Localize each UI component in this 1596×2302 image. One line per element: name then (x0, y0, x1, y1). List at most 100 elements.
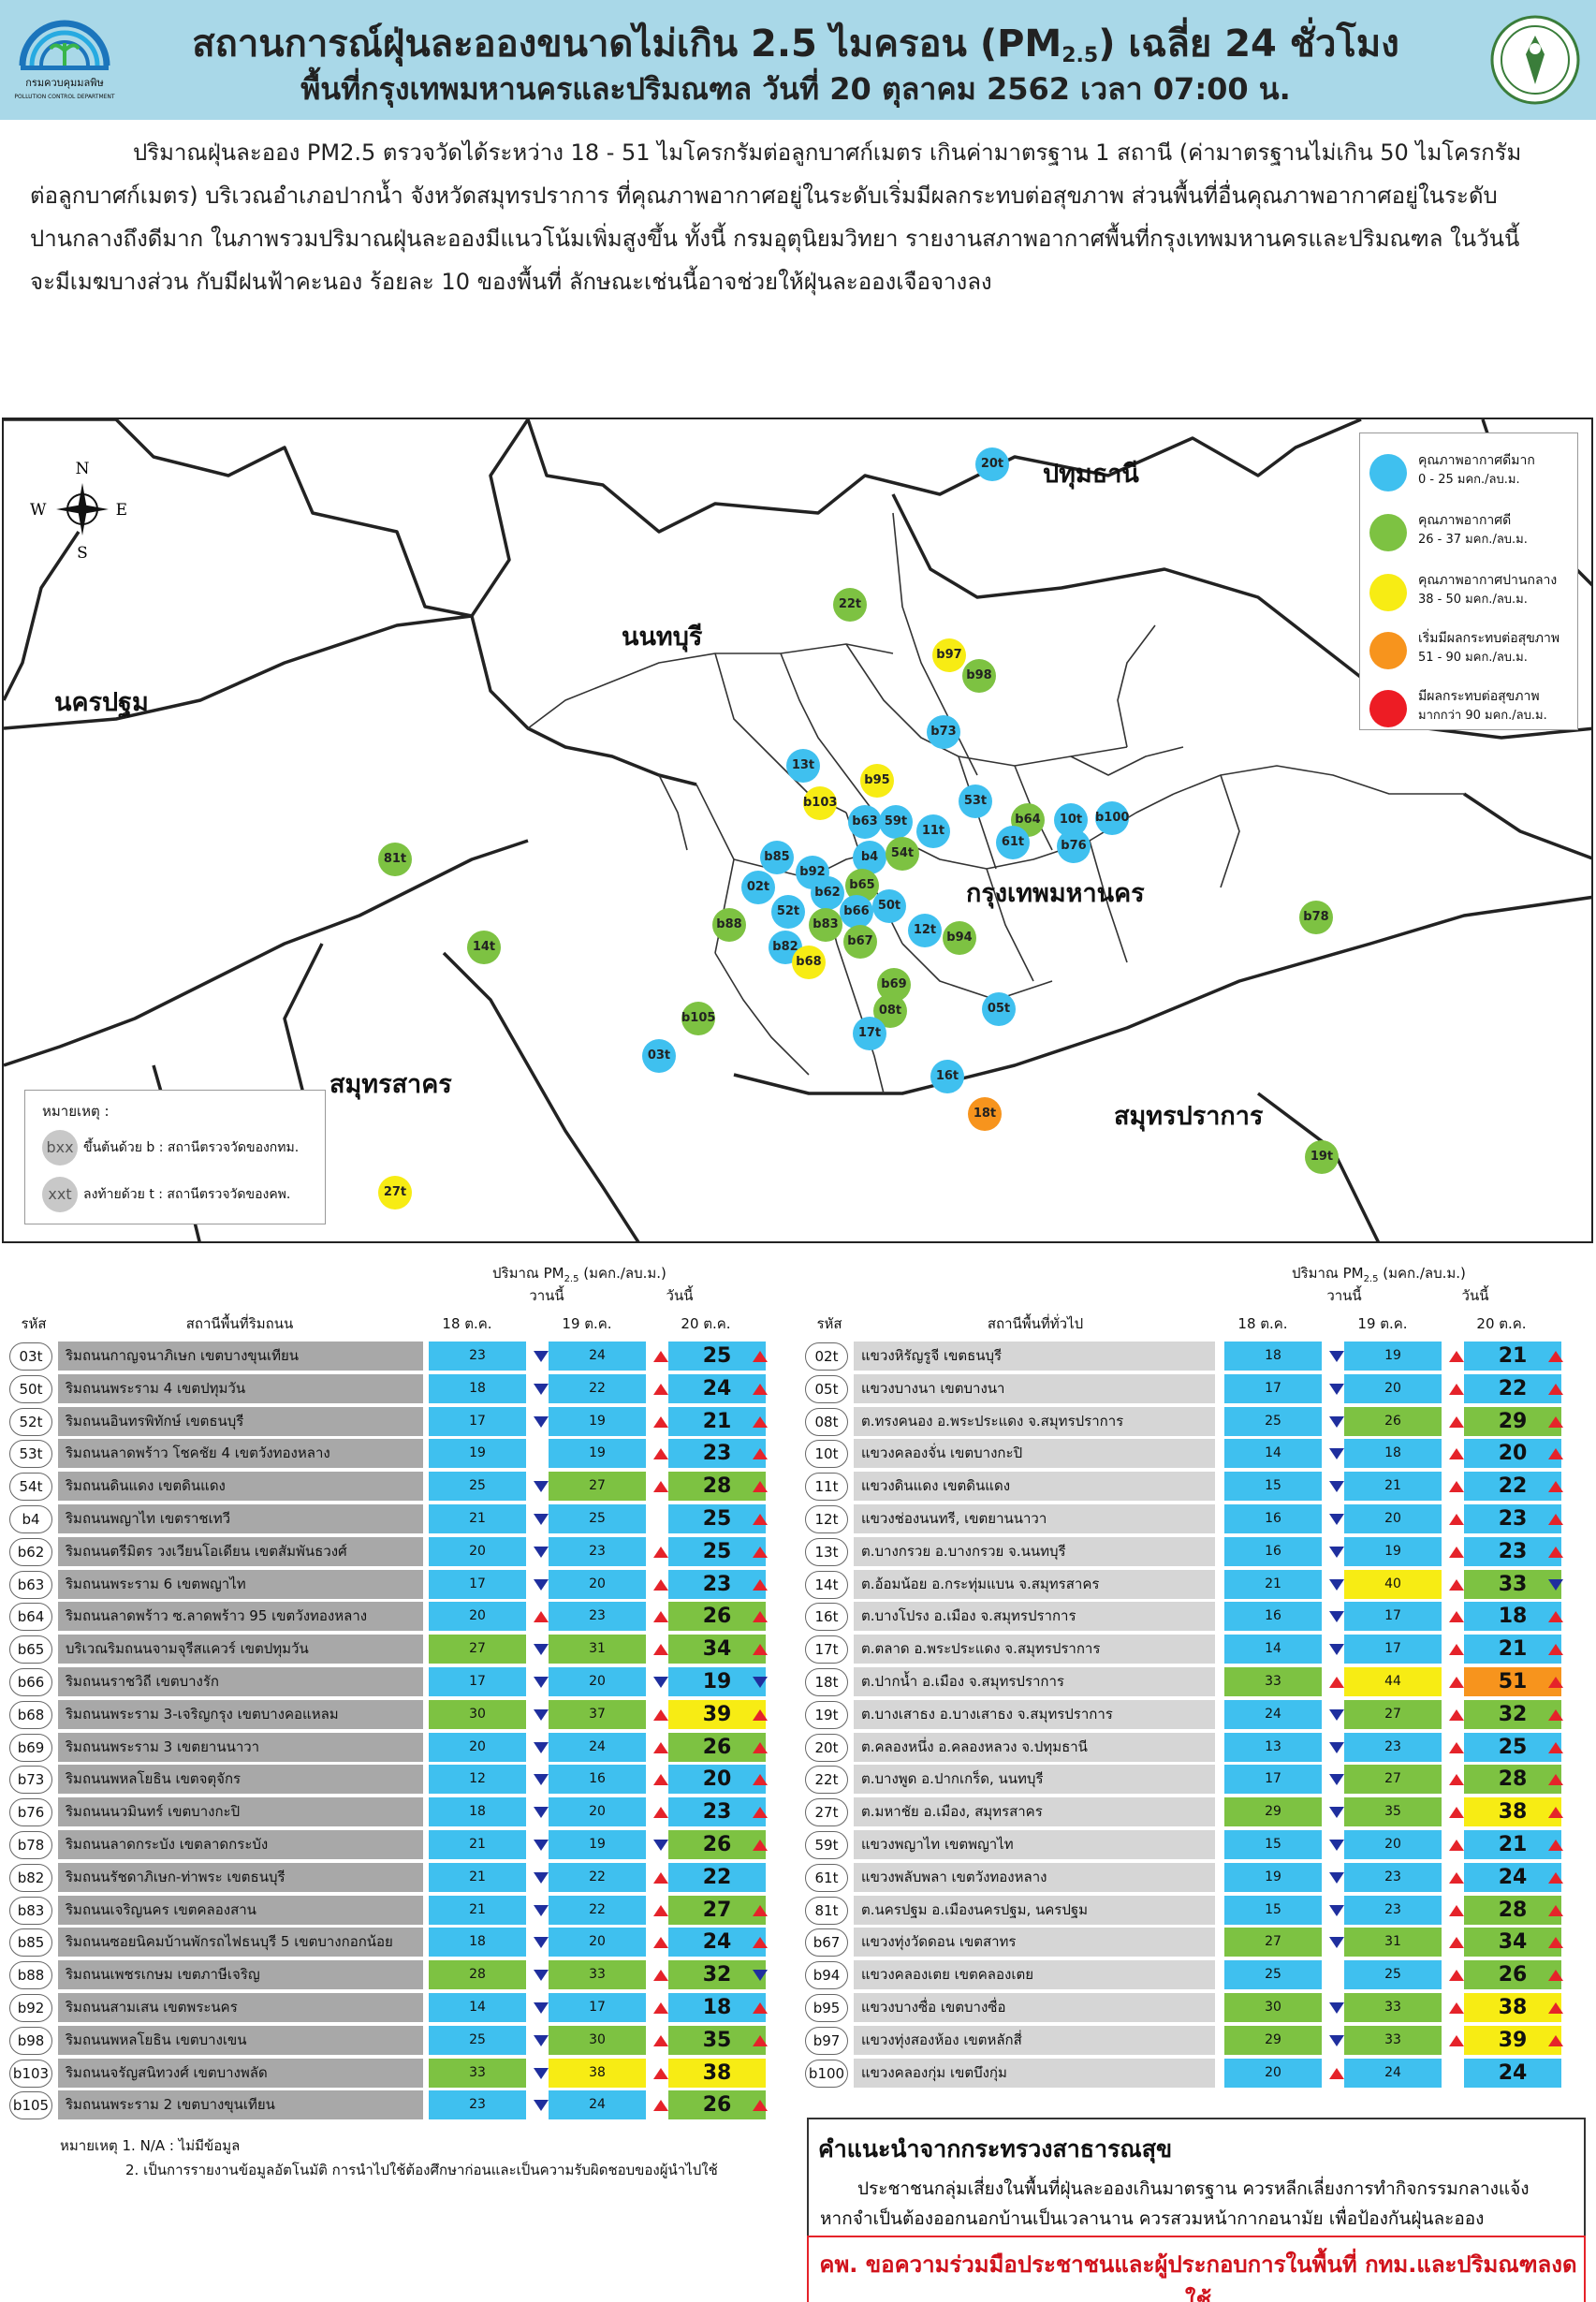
bma-seal-icon (1490, 15, 1580, 105)
table-row: b64 ริมถนนลาดพร้าว ซ.ลาดพร้าว 95 เขตวังทอ… (6, 1601, 783, 1632)
pm-value-19: 17 (1344, 1635, 1442, 1664)
pm-value-19: 18 (1344, 1439, 1442, 1469)
station-code: b97 (805, 2026, 848, 2055)
pm-value-18: 12 (429, 1765, 526, 1795)
header-banner: กรมควบคุมมลพิษ POLLUTION CONTROL DEPARTM… (0, 0, 1596, 120)
trend-up-icon (1449, 1415, 1464, 1428)
station-name: ริมถนนลาดพร้าว โชคชัย 4 เขตวังทองหลาง (58, 1439, 423, 1469)
pm-value-19: 35 (1344, 1797, 1442, 1827)
station-marker-b85: b85 (760, 841, 794, 874)
trend-down-icon (534, 1514, 549, 1525)
station-name: แขวงพลับพลา เขตวังทองหลาง (854, 1862, 1215, 1892)
pm-value-19: 20 (1344, 1504, 1442, 1533)
trend-down-icon (534, 1774, 549, 1786)
pm-value-20: 19 (668, 1667, 766, 1696)
station-marker-b95: b95 (860, 764, 894, 798)
trend-down-icon (534, 1383, 549, 1395)
station-marker-03t: 03t (642, 1039, 676, 1073)
station-code: b85 (9, 1928, 52, 1957)
trend-up-icon (1548, 2002, 1563, 2014)
table-row: 52t ริมถนนอินทรพิทักษ์ เขตธนบุรี 17 19 21 (6, 1406, 783, 1437)
note-row-b: bxx ขึ้นต้นด้วย b : สถานีตรวจวัดของกทม. (42, 1130, 299, 1166)
label-samut-sakhon: สมุทรสาคร (329, 1070, 452, 1099)
trend-up-icon (1548, 1937, 1563, 1949)
pm-value-19: 40 (1344, 1569, 1442, 1599)
pm-value-20: 23 (668, 1797, 766, 1827)
station-code: b65 (9, 1635, 52, 1664)
pm-value-20: 28 (668, 1472, 766, 1502)
pm-value-18: 14 (1224, 1635, 1322, 1664)
station-name: บริเวณริมถนนจามจุรีสแควร์ เขตปทุมวัน (58, 1635, 423, 1664)
pm-value-18: 21 (429, 1504, 526, 1533)
station-name: แขวงหิรัญรูจี เขตธนบุรี (854, 1342, 1215, 1371)
trend-up-icon (1449, 1383, 1464, 1395)
legend-range: 0 - 25 มคก./ลบ.ม. (1418, 473, 1520, 487)
note-t-symbol: xxt (42, 1177, 78, 1212)
table-row: 59t แขวงพญาไท เขตพญาไท 15 20 21 (801, 1829, 1578, 1860)
legend-range: 38 - 50 มคก./ลบ.ม. (1418, 593, 1528, 607)
station-name: ริมถนนพระราม 4 เขตปทุมวัน (58, 1373, 423, 1403)
pm-value-20: 18 (668, 1993, 766, 2022)
trend-up-icon (653, 2067, 668, 2079)
trend-up-icon (653, 1644, 668, 1656)
trend-up-icon (1449, 1514, 1464, 1525)
col-20-header: 20 ต.ค. (681, 1315, 731, 1332)
pm-value-18: 25 (429, 1472, 526, 1502)
svg-text:W: W (30, 501, 47, 520)
station-marker-27t: 27t (378, 1176, 412, 1210)
table-row: 14t ต.อ้อมน้อย อ.กระทุ่มแบน จ.สมุทรสาคร 21… (801, 1569, 1578, 1600)
trend-up-icon (1449, 2002, 1464, 2014)
pm-value-20: 39 (668, 1699, 766, 1729)
station-name: ต.คลองหนึ่ง อ.คลองหลวง จ.ปทุมธานี (854, 1732, 1215, 1762)
pm-value-18: 15 (1224, 1472, 1322, 1502)
legend-item: มีผลกระทบต่อสุขภาพ มากกว่า 90 มคก./ลบ.ม. (1369, 684, 1575, 731)
station-marker-b78: b78 (1299, 901, 1333, 934)
table-row: 16t ต.บางโปรง อ.เมือง จ.สมุทรปราการ 16 17 18 (801, 1601, 1578, 1632)
pm-value-20: 22 (1464, 1373, 1561, 1403)
pm-value-20: 24 (1464, 2058, 1561, 2088)
trend-up-icon (1449, 1807, 1464, 1819)
trend-up-icon (653, 1774, 668, 1786)
name-header: สถานีพื้นที่ทั่วไป (987, 1315, 1084, 1332)
pm-value-18: 20 (429, 1602, 526, 1632)
trend-up-icon (653, 1611, 668, 1623)
legend-item: คุณภาพอากาศดีมาก 0 - 25 มคก./ลบ.ม. (1369, 448, 1575, 495)
table-row: b4 ริมถนนพญาไท เขตราชเทวี 21 25 25 (6, 1503, 783, 1534)
yesterday-label: วานนี้ (529, 1287, 564, 1304)
station-name: แขวงคลองจั่น เขตบางกะปิ (854, 1439, 1215, 1469)
trend-down-icon (1329, 1611, 1344, 1623)
pm-value-18: 20 (429, 1732, 526, 1762)
legend-label: คุณภาพอากาศดี (1418, 513, 1512, 528)
pm-value-20: 23 (1464, 1536, 1561, 1566)
trend-up-icon (753, 1481, 768, 1493)
station-name: ต.ตลาด อ.พระประแดง จ.สมุทรปราการ (854, 1635, 1215, 1664)
trend-down-icon (534, 2100, 549, 2112)
station-marker-61t: 61t (996, 826, 1030, 859)
trend-up-icon (753, 1611, 768, 1623)
station-code: b98 (9, 2026, 52, 2055)
pm-value-20: 20 (668, 1765, 766, 1795)
pm-value-19: 20 (549, 1569, 646, 1599)
trend-up-icon (1548, 1383, 1563, 1395)
trend-down-icon (534, 1904, 549, 1916)
pm-value-18: 30 (1224, 1993, 1322, 2022)
station-marker-16t: 16t (930, 1060, 964, 1093)
pm-value-18: 18 (1224, 1342, 1322, 1371)
station-name: ริมถนนกาญจนาภิเษก เขตบางขุนเทียน (58, 1342, 423, 1371)
pm-value-19: 23 (1344, 1732, 1442, 1762)
table-row: 13t ต.บางกรวย อ.บางกรวย จ.นนทบุรี 16 19 23 (801, 1536, 1578, 1567)
pm-value-19: 26 (1344, 1406, 1442, 1436)
pm-value-19: 20 (1344, 1373, 1442, 1403)
trend-up-icon (1449, 1871, 1464, 1884)
trend-down-icon (1329, 1807, 1344, 1819)
station-code: 11t (805, 1473, 848, 1502)
station-name: แขวงบางนา เขตบางนา (854, 1373, 1215, 1403)
trend-down-icon (534, 1970, 549, 1982)
trend-up-icon (753, 1383, 768, 1395)
trend-up-icon (1548, 1481, 1563, 1493)
table-row: 03t ริมถนนกาญจนาภิเษก เขตบางขุนเทียน 23 24 2… (6, 1341, 783, 1371)
pm-value-19: 23 (1344, 1862, 1442, 1892)
station-code: b76 (9, 1798, 52, 1827)
trend-down-icon (534, 1415, 549, 1428)
station-marker-b4: b4 (853, 841, 886, 874)
